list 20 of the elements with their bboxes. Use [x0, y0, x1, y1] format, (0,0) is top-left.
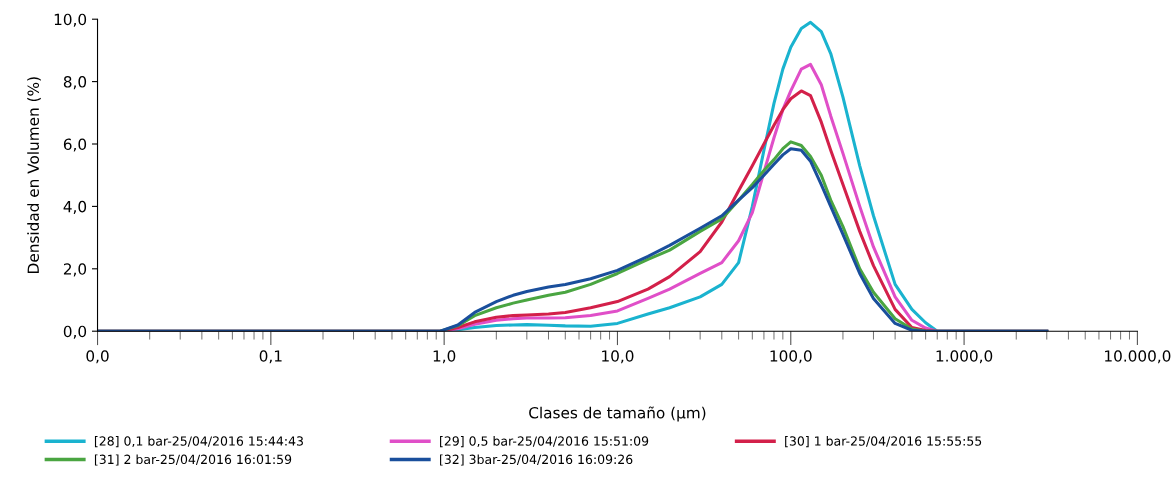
y-tick-label: 10,0: [54, 13, 87, 27]
legend-label: [31] 2 bar-25/04/2016 16:01:59: [94, 454, 292, 466]
y-tick-label: 6,0: [63, 138, 87, 152]
y-tick-label: 8,0: [63, 76, 87, 90]
legend-label: [32] 3bar-25/04/2016 16:09:26: [440, 454, 633, 466]
x-tick-label: 1,0: [433, 350, 456, 364]
legend-label: [30] 1 bar-25/04/2016 15:55:55: [785, 436, 982, 448]
y-axis-title: Densidad en Volumen (%): [27, 77, 41, 273]
x-tick-label: 0,0: [86, 350, 109, 364]
y-tick-label: 0,0: [63, 325, 87, 339]
x-axis-title: Clases de tamaño (µm): [529, 406, 706, 422]
x-tick-label: 1.000,0: [936, 350, 993, 364]
x-tick-label: 100,0: [770, 350, 812, 364]
legend-label: [29] 0,5 bar-25/04/2016 15:51:09: [440, 436, 649, 448]
x-tick-label: 0,1: [259, 350, 282, 364]
y-tick-label: 2,0: [63, 263, 87, 277]
y-tick-label: 4,0: [63, 200, 87, 214]
x-tick-label: 10.000,0: [1105, 350, 1171, 364]
x-tick-label: 10,0: [602, 350, 634, 364]
legend-label: [28] 0,1 bar-25/04/2016 15:44:43: [94, 436, 303, 448]
